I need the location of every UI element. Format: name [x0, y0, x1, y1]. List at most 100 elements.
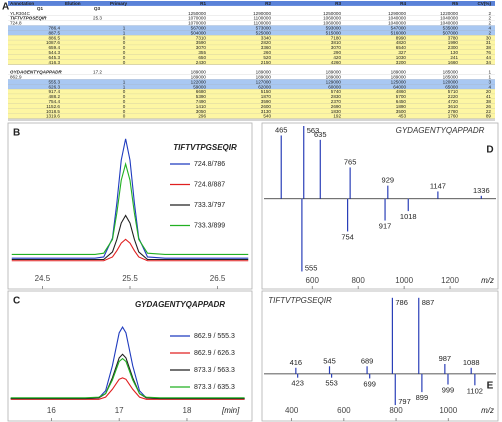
table-cell: 127000 — [256, 79, 272, 84]
table-cell: 241 — [450, 55, 458, 60]
x-tick-label: 800 — [351, 276, 365, 285]
table-cell: 516000 — [391, 30, 407, 35]
table-cell: 7310 — [196, 35, 207, 40]
table-row-bg — [8, 35, 495, 41]
table-cell: 886.5 — [49, 35, 61, 40]
table-cell: 0 — [123, 50, 126, 55]
trace — [10, 353, 245, 400]
table-cell: 6450 — [396, 99, 407, 104]
table-cell: 453 — [398, 114, 406, 119]
table-cell: 1100000 — [253, 21, 271, 26]
table-cell: 1 — [123, 25, 126, 30]
peak-label: 786 — [395, 298, 408, 307]
table-cell: 593000 — [326, 25, 342, 30]
table-row-bg — [8, 113, 495, 119]
table-cell: 2690 — [331, 104, 342, 109]
table-cell: 547000 — [391, 25, 407, 30]
table-cell: 0 — [123, 35, 126, 40]
x-axis-label: m/z — [481, 406, 494, 415]
table-cell: 1319.6 — [46, 114, 60, 119]
peak-label: 1018 — [400, 212, 417, 221]
table-cell: 2 — [488, 11, 491, 16]
table-cell: 125000 — [391, 79, 407, 84]
peak-label: 1102 — [467, 386, 483, 395]
trace — [10, 357, 245, 399]
peak-label: 765 — [344, 157, 357, 166]
peak-label: 999 — [442, 386, 455, 395]
table-cell: 4 — [488, 84, 491, 89]
table-cell: 540 — [263, 114, 271, 119]
table-cell: 1290000 — [253, 11, 271, 16]
table-cell: 89 — [486, 114, 492, 119]
table-row-bg — [8, 99, 495, 104]
table-cell: 4 — [488, 25, 491, 30]
table-cell: 3200 — [396, 60, 407, 65]
table-cell: 26 — [486, 104, 492, 109]
table-cell: 3590 — [261, 99, 272, 104]
table-cell: 189000 — [256, 70, 272, 75]
table-cell: 1 — [123, 30, 126, 35]
peak-label: 563 — [307, 126, 320, 135]
table-row-bg — [8, 10, 495, 16]
table-header-cell: Primary — [110, 1, 128, 6]
chart-title: TIFTVTPGSEQIR — [173, 143, 237, 152]
peak-label: 887 — [422, 298, 435, 307]
peak-label: 797 — [398, 397, 411, 406]
table-row-bg — [8, 25, 495, 31]
table-cell: 786.4 — [49, 25, 61, 30]
table-cell: 2 — [488, 21, 491, 26]
table-row-bg — [8, 89, 495, 95]
peak-label: 555 — [305, 263, 318, 272]
table-row-bg — [8, 94, 495, 99]
table-cell: 1018.5 — [46, 109, 60, 114]
table-cell: GYDAGENTYQAPPADR — [10, 70, 62, 75]
table-row-bg — [8, 59, 495, 65]
table-cell: 44 — [486, 55, 492, 60]
trace — [11, 138, 249, 259]
table-cell: 626.3 — [49, 84, 61, 89]
table-cell: TIFTVTPGSEQIR — [10, 16, 47, 21]
peak-label: 416 — [290, 358, 303, 367]
peak-label: 635 — [314, 130, 327, 139]
table-cell: 296 — [198, 114, 206, 119]
legend-label: 733.3/797 — [194, 202, 225, 209]
table-cell: 515000 — [326, 30, 342, 35]
table-cell: 0 — [123, 45, 126, 50]
x-tick-label: 1000 — [395, 276, 413, 285]
x-tick-label: 600 — [337, 406, 351, 415]
table-cell: 189000 — [326, 70, 342, 75]
table-cell: 3050 — [196, 109, 207, 114]
table-row-bg — [8, 74, 495, 80]
table-row-bg — [8, 40, 495, 46]
table-cell: 525000 — [256, 30, 272, 35]
table-cell: 41 — [486, 94, 492, 99]
table-cell: 1660 — [448, 60, 459, 65]
peak-label: 929 — [382, 176, 395, 185]
table-cell: 31 — [486, 40, 492, 45]
table-cell: 2830 — [331, 94, 342, 99]
legend-label: 862.9 / 555.3 — [194, 333, 235, 340]
table-cell: 60000 — [328, 84, 341, 89]
peak-label: 545 — [323, 356, 336, 365]
panel-letter: C — [13, 296, 20, 307]
panel-frame — [7, 290, 253, 422]
table-cell: 3130 — [261, 109, 272, 114]
table-row-bg — [8, 79, 495, 85]
table-cell: 5700 — [396, 94, 407, 99]
table-cell: 3780 — [448, 35, 459, 40]
table-cell: 1040000 — [388, 16, 406, 21]
panel-letter: B — [13, 128, 20, 139]
table-cell: 520 — [263, 55, 271, 60]
x-tick-label: 800 — [389, 406, 403, 415]
legend-label: 733.3/899 — [194, 222, 225, 229]
table-cell: 2 — [488, 16, 491, 21]
table-cell: YLR304C — [10, 11, 31, 16]
table-cell: 22 — [486, 109, 492, 114]
table-cell: 3360 — [261, 45, 272, 50]
legend-label: 724.8/887 — [194, 181, 225, 188]
table-cell: 185000 — [443, 70, 459, 75]
table-cell: 2820 — [261, 40, 272, 45]
table-cell: 129000 — [326, 79, 342, 84]
table-row-bg — [8, 84, 495, 90]
